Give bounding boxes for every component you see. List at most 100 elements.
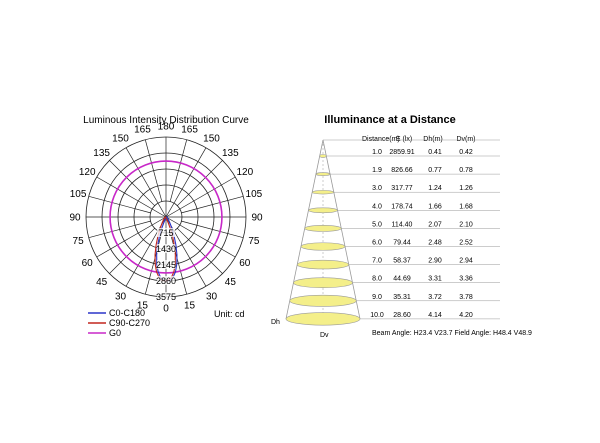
table-cell: 826.66 [391,167,413,174]
table-cell: 0.77 [428,167,442,174]
table-cell: 1.68 [459,203,473,210]
polar-spoke-5 [181,220,244,239]
radial-label-bg [157,292,175,301]
table-cell: 4.14 [428,312,442,319]
angle-tick-label: 30 [206,291,218,302]
table-cell: 2.52 [459,240,473,247]
angle-tick-label: 90 [69,213,81,224]
polar-spoke-10 [165,147,207,218]
table-cell: 178.74 [391,203,413,210]
table-cell: 3.36 [459,276,473,283]
table-cell: 2.10 [459,221,473,228]
table-header-cell: Dv(m) [456,136,475,143]
polar-chart-title: Luminous Intensity Distribution Curve [83,115,249,126]
table-cell: 10.0 [370,312,384,319]
dv-label: Dv [320,332,329,339]
table-cell: 3.72 [428,294,442,301]
polar-radial-labels: 715 1430 2145 2860 3575 [156,228,176,302]
illuminance-disc [311,190,335,195]
cone-right-edge [322,139,361,319]
table-cell: 1.9 [372,167,382,174]
radial-label-bg [157,228,175,237]
table-rows: 1.0 2859.91 0.41 0.42 1.9 826.66 0.77 0.78 3.0 31… [370,149,473,319]
angle-tick-label: 180 [158,122,175,133]
polar-spoke-23 [144,232,163,295]
radial-tick-label: 1430 [156,244,176,254]
illuminance-chart: Illuminance at a Distance Distance(m)E (… [271,114,532,339]
angle-tick-label: 60 [82,258,94,269]
radial-label-bg [157,260,175,269]
radial-tick-label: 715 [158,228,173,238]
polar-spoke-1 [169,232,188,295]
angle-tick-label: 15 [184,300,196,311]
table-cell: 1.0 [372,149,382,156]
legend-label-c0: C0-C180 [109,308,145,318]
polar-spoke-19 [88,220,151,239]
table-cell: 3.78 [459,294,473,301]
angle-tick-label: 150 [112,134,129,145]
polar-grid [85,136,247,298]
table-header-cell: Dh(m) [423,136,442,143]
polar-spoke-4 [165,216,236,258]
table-cell: 317.77 [391,185,413,192]
illuminance-disc [296,259,350,270]
angle-tick-label: 165 [181,125,198,136]
polar-spoke-13 [144,139,163,202]
table-cell: 6.0 [372,240,382,247]
legend-label-g0: G0 [109,328,121,338]
polar-spoke-21 [109,228,155,274]
cone-drawing [285,139,500,326]
table-cell: 2.07 [428,221,442,228]
table-cell: 5.0 [372,221,382,228]
radial-label-bg [157,244,175,253]
polar-spoke-20 [96,216,167,258]
beam-field-angle: Beam Angle: H23.4 V23.7 Field Angle: H48… [372,330,532,337]
illuminance-disc [300,242,346,251]
radial-tick-label: 2860 [156,276,176,286]
angle-tick-label: 135 [93,148,110,159]
illuminance-disc [285,312,361,326]
angle-tick-label: 120 [236,167,253,178]
illuminance-disc [304,224,342,232]
angle-tick-label: 45 [96,277,108,288]
table-cell: 8.0 [372,276,382,283]
polar-spoke-9 [177,160,223,206]
table-cell: 2.48 [428,240,442,247]
table-cell: 79.44 [393,240,411,247]
angle-tick-label: 60 [239,258,251,269]
table-cell: 1.24 [428,185,442,192]
table-header-cell: Distance(m) [362,136,400,143]
polar-spoke-16 [96,176,167,218]
illuminance-disc [319,154,327,158]
table-cell: 0.42 [459,149,473,156]
polar-spoke-17 [88,195,151,214]
angle-tick-label: 105 [70,189,87,200]
table-cell: 28.60 [393,312,411,319]
table-header-cell: E (lx) [396,136,412,143]
illuminance-disc [293,277,353,289]
polar-spoke-14 [125,147,167,218]
polar-spoke-11 [169,139,188,202]
angle-tick-label: 75 [73,236,85,247]
illuminance-title: Illuminance at a Distance [324,114,455,126]
polar-spoke-8 [165,176,236,218]
series-g0 [109,160,223,274]
polar-spoke-3 [177,228,223,274]
radial-tick-label: 3575 [156,292,176,302]
table-cell: 35.31 [393,294,411,301]
illuminance-disc [308,207,338,214]
legend-label-c90: C90-C270 [109,318,150,328]
angle-tick-label: 150 [203,134,220,145]
angle-tick-label: 135 [222,148,239,159]
table-cell: 3.31 [428,276,442,283]
table-cell: 4.0 [372,203,382,210]
dh-label: Dh [271,319,280,326]
table-cell: 9.0 [372,294,382,301]
polar-angle-labels: 0 153045607590105120135150165180165150135… [69,122,263,315]
radial-tick-label: 2145 [156,260,176,270]
angle-tick-label: 0 [163,304,169,315]
angle-tick-label: 75 [248,236,260,247]
table-cell: 2.94 [459,258,473,265]
unit-label: Unit: cd [214,309,245,319]
angle-tick-label: 30 [115,291,127,302]
